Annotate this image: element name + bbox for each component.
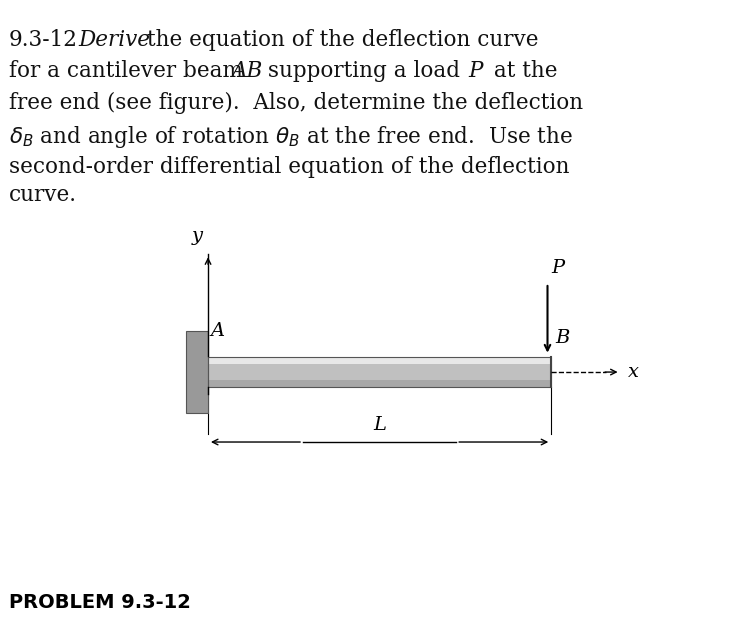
- Bar: [208, 380, 551, 387]
- Bar: [208, 357, 551, 364]
- Text: at the: at the: [487, 60, 558, 83]
- Text: $\delta_B$ and angle of rotation $\theta_B$ at the free end.  Use the: $\delta_B$ and angle of rotation $\theta…: [9, 124, 573, 150]
- Text: P: P: [551, 259, 564, 277]
- Text: PROBLEM 9.3-12: PROBLEM 9.3-12: [9, 593, 191, 612]
- Bar: [208, 357, 551, 387]
- Text: y: y: [192, 227, 203, 245]
- Text: AB: AB: [231, 60, 263, 83]
- Text: for a cantilever beam: for a cantilever beam: [9, 60, 250, 83]
- Text: curve.: curve.: [9, 184, 77, 207]
- Text: second-order differential equation of the deflection: second-order differential equation of th…: [9, 156, 569, 178]
- Text: 9.3-12: 9.3-12: [9, 29, 78, 51]
- Text: supporting a load: supporting a load: [261, 60, 466, 83]
- Text: P: P: [469, 60, 483, 83]
- Text: x: x: [628, 363, 639, 381]
- Text: L: L: [373, 417, 386, 434]
- Bar: [208, 364, 551, 380]
- Bar: [186, 331, 208, 413]
- Text: the equation of the deflection curve: the equation of the deflection curve: [147, 29, 539, 51]
- Text: free end (see figure).  Also, determine the deflection: free end (see figure). Also, determine t…: [9, 92, 583, 114]
- Text: A: A: [210, 322, 224, 340]
- Text: Derive: Derive: [78, 29, 150, 51]
- Text: B: B: [555, 329, 569, 347]
